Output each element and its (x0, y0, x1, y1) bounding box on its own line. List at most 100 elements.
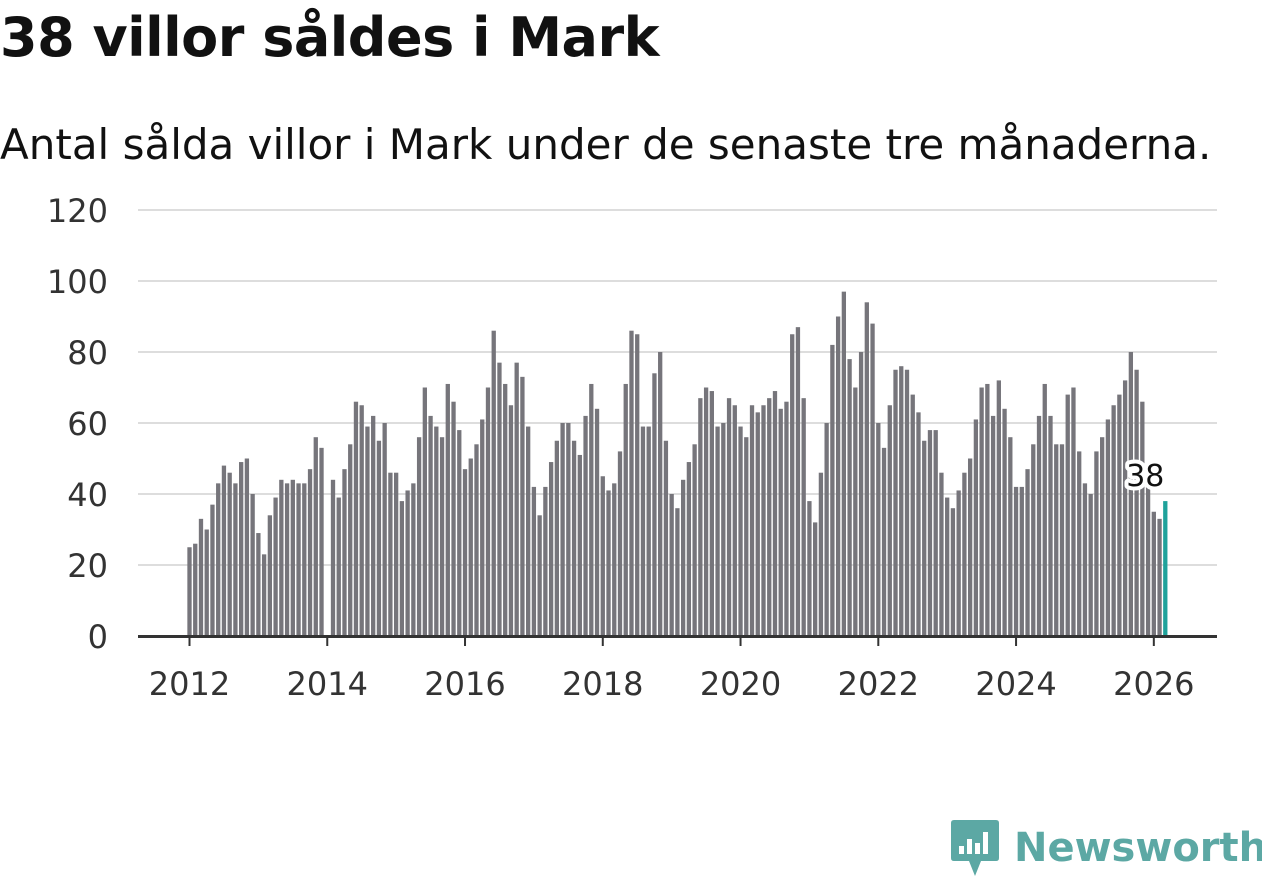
bar (887, 405, 892, 636)
bar (864, 302, 869, 636)
bar (830, 344, 835, 636)
bar (1094, 451, 1099, 636)
bar (1065, 394, 1070, 636)
bar (313, 437, 318, 636)
bar (1100, 437, 1105, 636)
bar (1042, 383, 1047, 636)
bar (1008, 437, 1013, 636)
bar (216, 483, 221, 636)
bar (732, 405, 737, 636)
bar (784, 401, 789, 636)
bar (302, 483, 307, 636)
bar (795, 327, 801, 636)
bar (376, 440, 382, 636)
bar (841, 291, 847, 636)
bar (1151, 511, 1156, 636)
bar (583, 415, 588, 636)
bar (749, 405, 755, 636)
bar (422, 387, 427, 636)
bar (468, 458, 473, 636)
bar (416, 437, 422, 636)
bar (353, 401, 359, 636)
bar (985, 383, 990, 636)
bar (824, 423, 829, 636)
bar (445, 383, 450, 636)
x-tick-label: 2014 (287, 665, 368, 703)
highlight-value-label: 38 (1126, 459, 1164, 494)
bar (1111, 405, 1116, 636)
bar (916, 412, 921, 636)
bar (669, 494, 674, 636)
bar (675, 508, 680, 636)
bar (612, 483, 617, 636)
bar (818, 472, 824, 636)
bar (853, 387, 858, 636)
bar (979, 387, 984, 636)
bar (847, 359, 852, 636)
bar (726, 398, 732, 636)
bar (629, 330, 634, 636)
brand-logo[interactable]: Newsworthy (950, 818, 1262, 878)
bar (658, 352, 663, 636)
y-tick-label: 120 (47, 192, 108, 230)
bar (250, 494, 255, 636)
bar (1122, 380, 1128, 636)
bar (646, 426, 651, 636)
bar (904, 369, 910, 636)
bar (835, 316, 841, 636)
chart-title: 38 villor såldes i Mark (0, 6, 660, 69)
bar (996, 380, 1001, 636)
bar (927, 430, 933, 636)
bar (738, 426, 743, 636)
bar (187, 547, 192, 636)
newsworthy-logo-icon (951, 820, 999, 876)
bar (1059, 444, 1065, 636)
x-tick-label: 2024 (975, 665, 1056, 703)
bar (709, 391, 714, 636)
bar (399, 501, 405, 636)
y-tick-label: 60 (67, 405, 108, 443)
x-tick-label: 2026 (1113, 665, 1194, 703)
bar (474, 444, 479, 636)
bar (457, 430, 462, 636)
bar (491, 330, 496, 636)
y-tick-label: 80 (67, 334, 108, 372)
bar (210, 504, 215, 636)
bar (348, 444, 353, 636)
bar (566, 423, 571, 636)
bar (548, 462, 554, 636)
bar (365, 426, 370, 636)
bar (933, 430, 938, 636)
bar (703, 387, 709, 636)
bar (239, 462, 244, 636)
bar (571, 440, 577, 636)
x-tick-label: 2022 (838, 665, 919, 703)
bar (198, 518, 204, 636)
bar (273, 497, 278, 636)
bar (1128, 352, 1134, 636)
bar (761, 405, 766, 636)
bar (1105, 419, 1111, 636)
bar (256, 533, 261, 636)
bar (382, 423, 387, 636)
bar (480, 419, 485, 636)
bar (520, 376, 525, 636)
bar (307, 469, 313, 636)
bar (1082, 483, 1088, 636)
bar (790, 334, 795, 636)
bar (807, 501, 812, 636)
bar (922, 440, 927, 636)
bar (1071, 387, 1076, 636)
bar (261, 554, 267, 636)
bar (956, 490, 961, 636)
x-tick-label: 2016 (424, 665, 505, 703)
bar (1019, 486, 1024, 636)
y-tick-label: 20 (67, 547, 108, 585)
bar (526, 426, 531, 636)
bar (606, 490, 611, 636)
brand-name: Newsworthy (1014, 825, 1262, 871)
bar (1088, 494, 1093, 636)
bar (715, 426, 720, 636)
bar (284, 483, 290, 636)
bar (962, 472, 967, 636)
